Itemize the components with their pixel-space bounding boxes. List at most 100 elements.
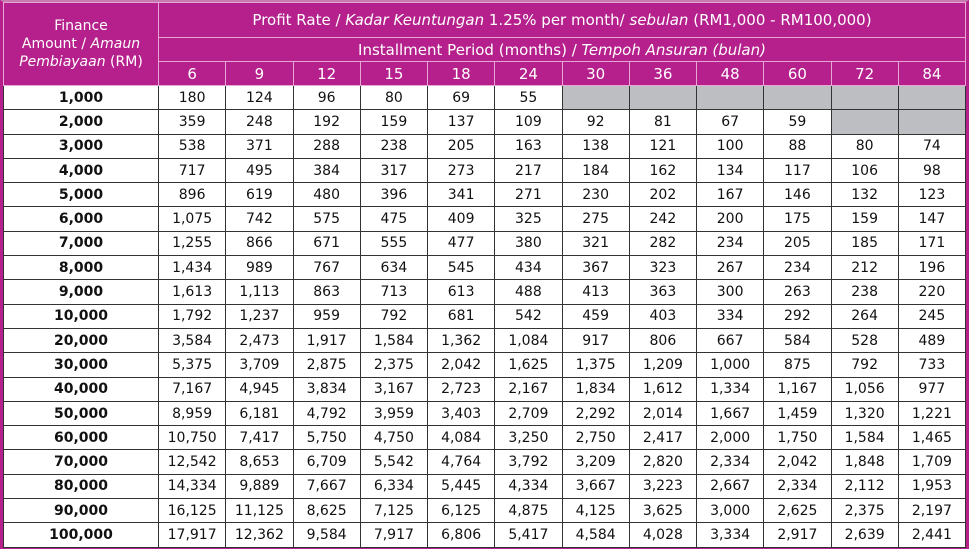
installment-cell: 17,917 bbox=[157, 522, 227, 548]
installment-cell: 1,612 bbox=[628, 376, 698, 402]
table-row: 10,000 1,792 1,237 959 792 681 542 459 403 334 292… bbox=[3, 303, 967, 329]
installment-cell: 3,834 bbox=[292, 376, 361, 402]
installment-cell: 2,042 bbox=[763, 449, 832, 475]
table-row: 7,000 1,255 866 671 555 477 380 321 282 234 205 185… bbox=[3, 230, 967, 257]
installment-cell: 989 bbox=[225, 255, 294, 281]
installment-cell: 138 bbox=[561, 133, 630, 159]
installment-cell: 7,917 bbox=[359, 522, 429, 548]
installment-cell: 124 bbox=[225, 84, 294, 111]
subtitle-b: Tempoh Ansuran (bulan) bbox=[581, 40, 766, 59]
installment-cell: 3,667 bbox=[561, 473, 630, 500]
installment-cell: 100 bbox=[695, 133, 765, 159]
installment-cell: 3,209 bbox=[561, 449, 630, 475]
installment-cell: 380 bbox=[494, 230, 563, 257]
installment-cell: 6,334 bbox=[359, 473, 429, 500]
installment-cell: 80 bbox=[830, 133, 899, 159]
installment-cell: 96 bbox=[292, 84, 361, 111]
installment-cell: 667 bbox=[695, 327, 765, 354]
installment-cell: 341 bbox=[426, 182, 496, 208]
installment-cell: 334 bbox=[695, 303, 765, 329]
period-header-24: 24 bbox=[494, 61, 563, 86]
table-row: 2,000 359 248 192 159 137 109 92 81 67 59 bbox=[3, 109, 967, 135]
installment-cell: 409 bbox=[426, 206, 496, 232]
table-row: 40,000 7,167 4,945 3,834 3,167 2,723 2,167 1,83… bbox=[3, 376, 967, 402]
table-row: 70,000 12,542 8,653 6,709 5,542 4,764 3,792 3,2… bbox=[3, 449, 967, 475]
installment-cell: 1,709 bbox=[897, 449, 967, 475]
installment-cell: 413 bbox=[561, 279, 630, 305]
finance-amount-cell: 40,000 bbox=[3, 376, 159, 402]
installment-cell: 3,167 bbox=[359, 376, 429, 402]
unavailable-cell bbox=[763, 84, 832, 111]
title-d: sebulan bbox=[629, 11, 689, 29]
installment-cell: 489 bbox=[897, 327, 967, 354]
installment-cell: 317 bbox=[359, 157, 429, 184]
installment-cell: 159 bbox=[359, 109, 429, 135]
installment-cell: 1,434 bbox=[157, 255, 227, 281]
finance-amount-header: Finance Amount / Amaun Pembiayaan (RM) bbox=[3, 2, 159, 86]
installment-period-header: Installment Period (months) / Tempoh Ans… bbox=[158, 37, 966, 62]
installment-cell: 321 bbox=[561, 230, 630, 257]
installment-cell: 7,125 bbox=[359, 498, 429, 524]
installment-cell: 1,334 bbox=[695, 376, 765, 402]
installment-cell: 363 bbox=[628, 279, 698, 305]
installment-cell: 88 bbox=[763, 133, 832, 159]
installment-cell: 717 bbox=[157, 157, 227, 184]
table-row: 4,000 717 495 384 317 273 217 184 162 134 117 106 98 bbox=[3, 157, 967, 184]
installment-cell: 16,125 bbox=[157, 498, 227, 524]
installment-cell: 267 bbox=[695, 255, 765, 281]
installment-cell: 866 bbox=[225, 230, 294, 257]
installment-cell: 1,320 bbox=[830, 400, 899, 427]
installment-cell: 488 bbox=[494, 279, 563, 305]
installment-cell: 14,334 bbox=[157, 473, 227, 500]
installment-cell: 1,056 bbox=[830, 376, 899, 402]
title-c: 1.25% per month/ bbox=[484, 11, 630, 29]
period-header-12: 12 bbox=[292, 61, 361, 86]
installment-cell: 8,959 bbox=[157, 400, 227, 427]
installment-cell: 2,197 bbox=[897, 498, 967, 524]
installment-cell: 7,167 bbox=[157, 376, 227, 402]
installment-cell: 1,834 bbox=[561, 376, 630, 402]
installment-cell: 162 bbox=[628, 157, 698, 184]
installment-cell: 742 bbox=[225, 206, 294, 232]
installment-cell: 67 bbox=[695, 109, 765, 135]
installment-cell: 495 bbox=[225, 157, 294, 184]
installment-table: Finance Amount / Amaun Pembiayaan (RM) P… bbox=[3, 2, 967, 548]
installment-cell: 2,875 bbox=[292, 352, 361, 378]
installment-cell: 200 bbox=[695, 206, 765, 232]
installment-cell: 977 bbox=[897, 376, 967, 402]
period-header-72: 72 bbox=[830, 61, 899, 86]
installment-cell: 1,237 bbox=[225, 303, 294, 329]
installment-cell: 4,584 bbox=[561, 522, 630, 548]
finance-amount-cell: 4,000 bbox=[3, 157, 159, 184]
installment-cell: 917 bbox=[561, 327, 630, 354]
installment-cell: 1,953 bbox=[897, 473, 967, 500]
unavailable-cell bbox=[561, 84, 630, 111]
installment-cell: 175 bbox=[763, 206, 832, 232]
installment-cell: 3,000 bbox=[695, 498, 765, 524]
installment-cell: 896 bbox=[157, 182, 227, 208]
period-header-6: 6 bbox=[157, 61, 227, 86]
installment-cell: 3,792 bbox=[494, 449, 563, 475]
installment-cell: 3,959 bbox=[359, 400, 429, 427]
installment-cell: 6,125 bbox=[426, 498, 496, 524]
installment-cell: 146 bbox=[763, 182, 832, 208]
period-header-18: 18 bbox=[426, 61, 496, 86]
table-row: 20,000 3,584 2,473 1,917 1,584 1,362 1,084 917 8… bbox=[3, 327, 967, 354]
installment-cell: 2,709 bbox=[494, 400, 563, 427]
installment-cell: 528 bbox=[830, 327, 899, 354]
finance-amount-cell: 60,000 bbox=[3, 425, 159, 451]
installment-cell: 202 bbox=[628, 182, 698, 208]
installment-cell: 4,125 bbox=[561, 498, 630, 524]
installment-cell: 475 bbox=[359, 206, 429, 232]
installment-cell: 4,764 bbox=[426, 449, 496, 475]
installment-cell: 325 bbox=[494, 206, 563, 232]
table-row: 30,000 5,375 3,709 2,875 2,375 2,042 1,625 1,37… bbox=[3, 352, 967, 378]
installment-cell: 2,334 bbox=[695, 449, 765, 475]
subtitle-a: Installment Period (months) / bbox=[358, 40, 582, 59]
corner-line2a: Amount / bbox=[21, 36, 91, 52]
installment-cell: 263 bbox=[763, 279, 832, 305]
finance-amount-cell: 5,000 bbox=[3, 182, 159, 208]
installment-cell: 167 bbox=[695, 182, 765, 208]
installment-cell: 480 bbox=[292, 182, 361, 208]
installment-cell: 1,465 bbox=[897, 425, 967, 451]
